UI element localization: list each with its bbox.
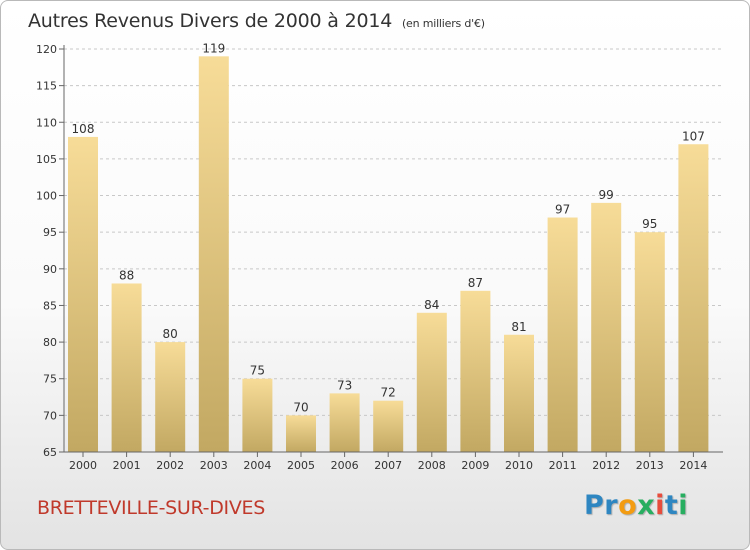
- x-tick-label: 2008: [418, 459, 446, 472]
- x-tick-label: 2002: [156, 459, 184, 472]
- bar-value-label: 84: [424, 298, 439, 312]
- bar-value-label: 72: [381, 386, 396, 400]
- y-tick-label: 75: [43, 373, 57, 386]
- bar: [460, 290, 491, 452]
- bar-value-label: 108: [72, 122, 95, 136]
- proxiti-logo: Proxiti: [584, 490, 688, 521]
- bar: [242, 378, 273, 452]
- y-tick-label: 95: [43, 226, 57, 239]
- x-tick-label: 2011: [549, 459, 577, 472]
- x-tick-label: 2003: [200, 459, 228, 472]
- bar: [198, 56, 229, 453]
- y-tick-label: 115: [36, 80, 57, 93]
- commune-name: BRETTEVILLE-SUR-DIVES: [37, 497, 266, 519]
- bar: [634, 232, 665, 452]
- bar-value-label: 88: [119, 268, 134, 282]
- bar-value-label: 73: [337, 378, 352, 392]
- y-tick-label: 70: [43, 409, 57, 422]
- y-tick-label: 120: [36, 43, 57, 56]
- chart-title-main: Autres Revenus Divers de 2000 à 2014: [28, 10, 393, 32]
- bar: [416, 312, 447, 452]
- x-tick-label: 2001: [113, 459, 141, 472]
- bar: [111, 283, 142, 452]
- bar-value-label: 75: [250, 364, 265, 378]
- x-tick-label: 2007: [374, 459, 402, 472]
- bar-value-label: 107: [682, 129, 705, 143]
- y-tick-label: 105: [36, 153, 57, 166]
- chart-title: Autres Revenus Divers de 2000 à 2014 (en…: [28, 10, 485, 32]
- logo-letter: r: [604, 490, 619, 521]
- bar-value-label: 119: [202, 41, 225, 55]
- x-tick-label: 2014: [679, 459, 707, 472]
- bar: [329, 393, 360, 452]
- y-tick-label: 100: [36, 190, 57, 203]
- logo-letter: i: [678, 490, 689, 521]
- y-tick-label: 90: [43, 263, 57, 276]
- x-tick-label: 2010: [505, 459, 533, 472]
- bar: [286, 415, 316, 452]
- chart-title-unit: (en milliers d'€): [401, 17, 485, 30]
- bar-value-label: 70: [293, 400, 308, 414]
- logo-letter: P: [584, 490, 605, 521]
- logo-letter: t: [664, 490, 679, 521]
- y-tick-label: 80: [43, 336, 57, 349]
- bar: [155, 342, 186, 452]
- y-tick-label: 85: [43, 299, 57, 312]
- x-tick-label: 2000: [69, 459, 97, 472]
- bar-value-label: 81: [511, 320, 526, 334]
- logo-letter: x: [637, 490, 656, 521]
- y-tick-label: 110: [36, 116, 57, 129]
- bar: [373, 400, 404, 452]
- bar: [68, 136, 98, 452]
- x-tick-label: 2012: [592, 459, 620, 472]
- logo-letter: i: [655, 490, 665, 521]
- x-tick-label: 2009: [461, 459, 489, 472]
- x-tick-label: 2004: [243, 459, 271, 472]
- bar-value-label: 87: [468, 276, 483, 290]
- y-tick-label: 65: [43, 446, 57, 459]
- bar: [504, 334, 534, 452]
- x-tick-label: 2013: [636, 459, 664, 472]
- bar: [591, 202, 622, 452]
- bar-value-label: 99: [599, 188, 614, 202]
- bar: [678, 144, 709, 452]
- bar-value-label: 95: [642, 217, 657, 231]
- x-tick-label: 2006: [331, 459, 359, 472]
- bar-value-label: 80: [163, 327, 178, 341]
- bar: [547, 217, 578, 452]
- bar-value-label: 97: [555, 203, 570, 217]
- x-tick-label: 2005: [287, 459, 315, 472]
- logo-letter: o: [618, 490, 638, 521]
